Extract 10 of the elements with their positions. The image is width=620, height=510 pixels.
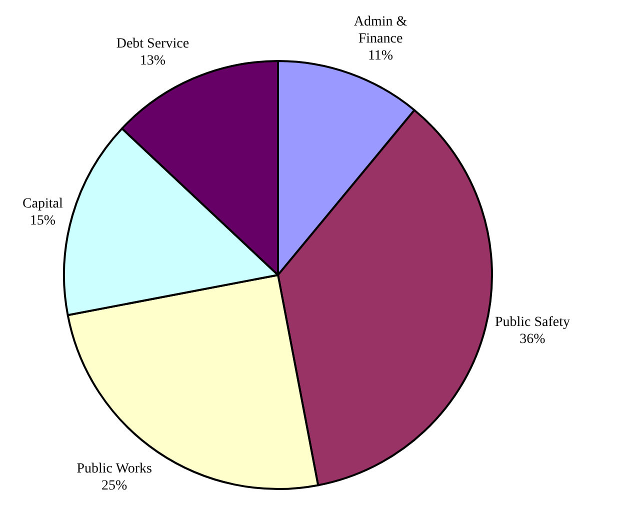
data-label: 11% (368, 48, 394, 64)
slice-label: Capital (22, 196, 64, 212)
data-label: 25% (102, 478, 128, 494)
slice-label: Public Safety (494, 314, 570, 330)
slice-label: Admin & Finance (354, 14, 408, 46)
data-label: 13% (140, 54, 166, 69)
data-label: 15% (30, 214, 56, 229)
slice-label: Debt Service (116, 36, 190, 52)
slice-label: Public Works (76, 461, 152, 476)
data-label: 36% (520, 332, 546, 347)
